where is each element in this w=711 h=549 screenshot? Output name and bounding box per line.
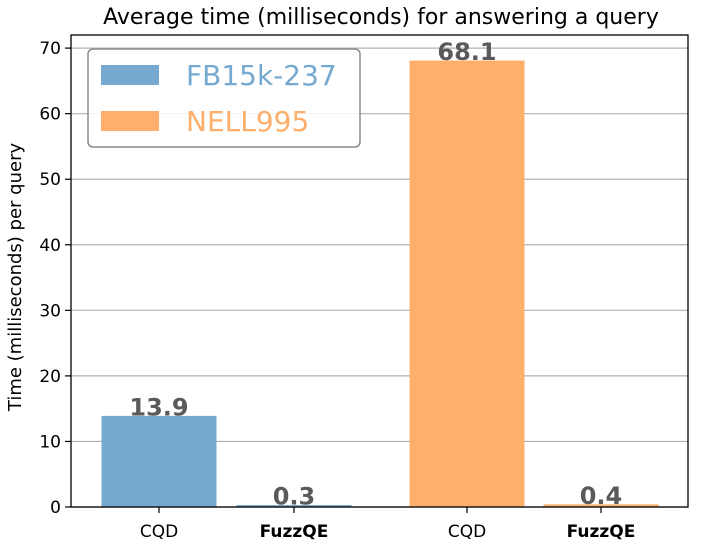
y-tick-label-10: 10 [39, 432, 61, 452]
bar-nell995-cqd [409, 60, 525, 508]
legend: FB15k-237 NELL995 [87, 48, 361, 148]
legend-label-fb15k-237: FB15k-237 [186, 59, 337, 92]
bar-fb15k-237-fuzzqe [236, 505, 352, 507]
legend-label-nell995: NELL995 [186, 105, 309, 138]
data-labels: 13.9 0.3 68.1 0.4 [129, 38, 622, 510]
y-tick-label-0: 0 [50, 498, 61, 518]
y-axis-ticks: 0 10 20 30 40 50 60 70 [39, 39, 71, 518]
data-label-fb15k-237-fuzzqe: 0.3 [273, 483, 316, 511]
bars [101, 60, 659, 508]
y-tick-label-70: 70 [39, 39, 61, 59]
bar-fb15k-237-cqd [101, 415, 217, 507]
chart-title: Average time (milliseconds) for answerin… [103, 5, 659, 30]
y-axis-label: Time (milliseconds) per query [5, 143, 26, 413]
y-tick-label-40: 40 [39, 236, 61, 256]
x-tick-label-fuzzqe-1: FuzzQE [567, 522, 636, 542]
y-tick-label-60: 60 [39, 105, 61, 125]
x-tick-label-cqd-0: CQD [140, 522, 178, 542]
x-tick-label-fuzzqe-0: FuzzQE [260, 522, 329, 542]
x-axis-ticks: CQD FuzzQE CQD FuzzQE [140, 507, 636, 542]
data-label-fb15k-237-cqd: 13.9 [129, 393, 188, 421]
y-tick-label-30: 30 [39, 301, 61, 321]
data-label-nell995-fuzzqe: 0.4 [580, 482, 623, 510]
x-tick-label-cqd-1: CQD [448, 522, 486, 542]
legend-swatch-nell995 [101, 111, 159, 131]
legend-swatch-fb15k-237 [101, 65, 159, 85]
data-label-nell995-cqd: 68.1 [437, 38, 496, 66]
plot-area-frame [70, 34, 689, 508]
bar-nell995-fuzzqe [543, 504, 659, 507]
y-tick-label-20: 20 [39, 367, 61, 387]
y-tick-label-50: 50 [39, 170, 61, 190]
